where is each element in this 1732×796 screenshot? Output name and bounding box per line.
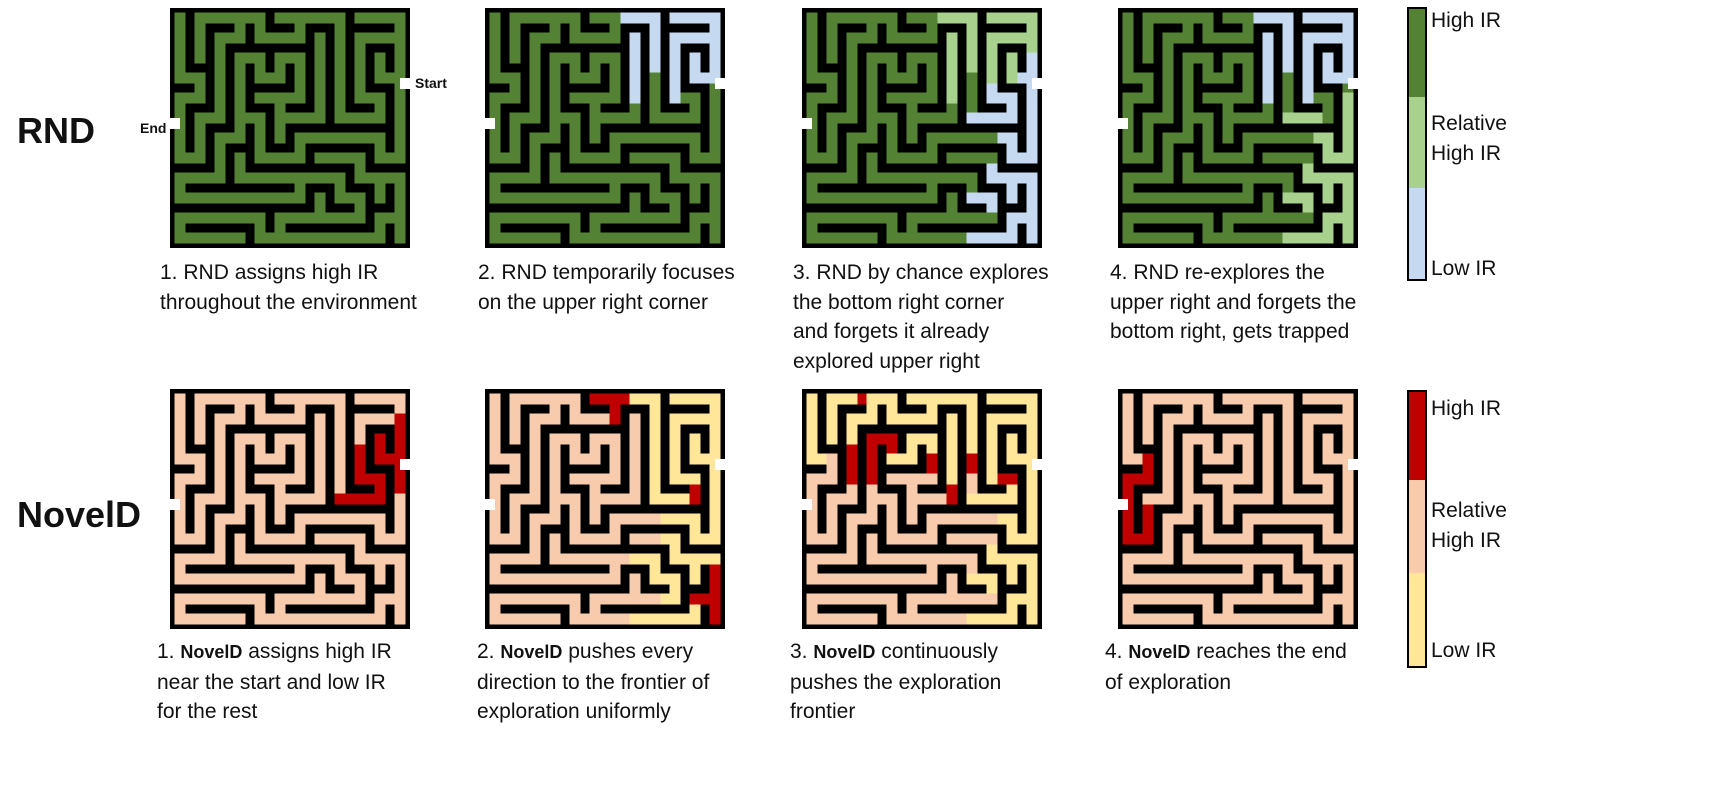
caption-noveld-4: 4. NovelD reaches the end of exploration (1105, 640, 1347, 694)
maze-opening (170, 499, 180, 510)
maze-opening (400, 78, 410, 89)
row-label-rnd: RND (17, 110, 95, 151)
maze-rnd-2 (485, 8, 725, 248)
legend-seg-high (1409, 392, 1425, 480)
legend-label-high: High IR (1431, 9, 1502, 32)
maze-graphic (485, 8, 725, 248)
maze-graphic (1118, 8, 1358, 248)
maze-rnd-1 (170, 8, 410, 248)
maze-opening (1032, 78, 1042, 89)
maze-walls (170, 389, 410, 629)
caption-noveld-2: 2. NovelD pushes every direction to the … (477, 640, 710, 723)
maze-opening (715, 459, 725, 470)
maze-graphic (1118, 389, 1358, 629)
maze-noveld-2 (485, 389, 725, 629)
maze-noveld-1 (170, 389, 410, 629)
maze-opening (802, 499, 812, 510)
maze-walls (1118, 389, 1358, 629)
maze-walls (1118, 8, 1358, 248)
maze-opening (1118, 499, 1128, 510)
legend-seg-low (1409, 573, 1425, 666)
maze-opening (170, 118, 180, 129)
maze-walls (485, 389, 725, 629)
maze-opening (485, 118, 495, 129)
maze-noveld-3 (802, 389, 1042, 629)
legend-seg-relative (1409, 480, 1425, 573)
maze-opening (802, 118, 812, 129)
maze-opening (1348, 459, 1358, 470)
maze-walls (170, 8, 410, 248)
maze-rnd-4 (1118, 8, 1358, 248)
maze-walls (802, 8, 1042, 248)
maze-opening (1348, 78, 1358, 89)
method-name: NovelD (500, 642, 563, 662)
caption-rnd-3: 3. RND by chance explores the bottom rig… (793, 261, 1049, 373)
legend-label-low: Low IR (1431, 257, 1497, 280)
method-name: NovelD (1128, 642, 1191, 662)
maze-graphic (802, 389, 1042, 629)
caption-noveld-3: 3. NovelD continuously pushes the explor… (790, 640, 1002, 723)
legend-label-high: High IR (1431, 397, 1502, 420)
maze-graphic (485, 389, 725, 629)
legend-seg-relative (1409, 97, 1425, 188)
legend-bar-noveld (1407, 390, 1427, 668)
caption-rnd-4: 4. RND re-explores the upper right and f… (1110, 261, 1357, 343)
caption-rnd-2: 2. RND temporarily focuses on the upper … (478, 261, 735, 314)
legend-bar-rnd (1407, 7, 1427, 281)
legend-seg-low (1409, 188, 1425, 279)
caption-noveld-1: 1. NovelD assigns high IR near the start… (157, 640, 392, 723)
maze-rnd-3 (802, 8, 1042, 248)
method-name: NovelD (180, 642, 243, 662)
maze-walls (485, 8, 725, 248)
maze-opening (1032, 459, 1042, 470)
legend-label-relative: Relative High IR (1431, 499, 1507, 552)
maze-opening (485, 499, 495, 510)
legend-label-low: Low IR (1431, 639, 1497, 662)
maze-opening (715, 78, 725, 89)
start-label: Start (415, 75, 447, 91)
maze-walls (802, 389, 1042, 629)
caption-rnd-1: 1. RND assigns high IR throughout the en… (160, 261, 417, 314)
row-label-noveld: NovelD (17, 494, 142, 535)
maze-noveld-4 (1118, 389, 1358, 629)
maze-graphic (170, 389, 410, 629)
end-label: End (140, 120, 167, 136)
maze-graphic (170, 8, 410, 248)
maze-graphic (802, 8, 1042, 248)
legend-label-relative: Relative High IR (1431, 112, 1507, 165)
method-name: NovelD (813, 642, 876, 662)
legend-seg-high (1409, 9, 1425, 97)
maze-opening (400, 459, 410, 470)
maze-opening (1118, 118, 1128, 129)
